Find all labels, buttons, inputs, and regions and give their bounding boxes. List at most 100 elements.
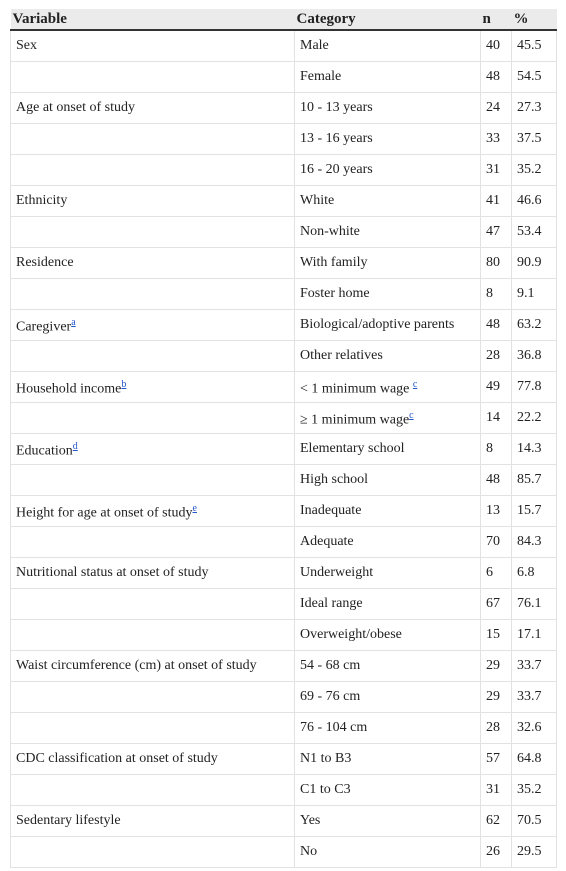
percent-cell-text: 77.8 (517, 379, 542, 394)
percent-cell: 29.5 (511, 836, 557, 868)
category-cell-text: No (300, 844, 318, 859)
percent-cell: 35.2 (511, 154, 557, 186)
category-cell-text: Non-white (300, 224, 360, 239)
percent-cell-text: 36.8 (517, 348, 542, 363)
footnote-marker: b (121, 377, 126, 390)
header-cell: Variable (10, 9, 295, 31)
category-cell-text: Inadequate (300, 503, 362, 518)
table-row: High school 48 85.7 (10, 464, 557, 496)
footnote-link[interactable]: c (412, 378, 418, 390)
table-row: 69 - 76 cm 29 33.7 (10, 681, 557, 713)
percent-cell-text: 45.5 (517, 38, 542, 53)
table-row: Caregivera Biological/adoptive parents 48 6… (10, 309, 557, 341)
percent-cell-text: 15.7 (517, 503, 542, 518)
percent-cell-text: 76.1 (517, 596, 542, 611)
percent-cell-text: 22.2 (517, 410, 542, 425)
table-row: 16 - 20 years 31 35.2 (10, 154, 557, 186)
category-cell-text: Adequate (300, 534, 354, 549)
percent-cell: 45.5 (511, 29, 557, 62)
category-cell-text: With family (300, 255, 368, 270)
category-cell: Other relatives (294, 340, 481, 372)
percent-cell-text: 14.3 (517, 441, 542, 456)
percent-cell: 22.2 (511, 402, 557, 434)
percent-cell-text: 90.9 (517, 255, 542, 270)
n-cell: 8 (480, 433, 512, 465)
n-cell-text: 31 (486, 782, 500, 797)
table-row: Ethnicity White 41 46.6 (10, 185, 557, 217)
variable-cell (10, 402, 295, 434)
footnote-link[interactable]: a (71, 316, 76, 328)
category-cell: Biological/adoptive parents (294, 309, 481, 341)
table-row: Household incomeb < 1 minimum wage c 49 77.… (10, 371, 557, 403)
variable-cell: Age at onset of study (10, 92, 295, 124)
category-cell-text: 10 - 13 years (300, 100, 373, 115)
variable-cell (10, 681, 295, 713)
footnote-marker: e (193, 501, 197, 514)
table-row: 76 - 104 cm 28 32.6 (10, 712, 557, 744)
n-cell-text: 70 (486, 534, 500, 549)
variable-cell-text: Sedentary lifestyle (16, 813, 121, 828)
percent-cell: 32.6 (511, 712, 557, 744)
category-cell-text: 76 - 104 cm (300, 720, 368, 735)
footnote-link[interactable]: c (409, 409, 414, 421)
percent-cell-text: 46.6 (517, 193, 542, 208)
category-cell-text: Female (300, 69, 342, 84)
n-cell-text: 40 (486, 38, 500, 53)
category-cell: ≥ 1 minimum wagec (294, 402, 481, 434)
category-cell: Foster home (294, 278, 481, 310)
percent-cell-text: 27.3 (517, 100, 542, 115)
table-row: Overweight/obese 15 17.1 (10, 619, 557, 651)
n-cell-text: 29 (486, 658, 500, 673)
footnote-link[interactable]: d (72, 440, 78, 452)
percent-cell: 63.2 (511, 309, 557, 341)
variable-cell: Height for age at onset of studye (10, 495, 295, 527)
table-row: Sedentary lifestyle Yes 62 70.5 (10, 805, 557, 837)
n-cell: 28 (480, 340, 512, 372)
percent-cell-text: 9.1 (517, 286, 535, 301)
footnote-marker: c (409, 408, 413, 421)
category-cell: 13 - 16 years (294, 123, 481, 155)
category-cell: C1 to C3 (294, 774, 481, 806)
table-row: 13 - 16 years 33 37.5 (10, 123, 557, 155)
variable-cell (10, 464, 295, 496)
variable-cell-text: CDC classification at onset of study (16, 751, 218, 766)
n-cell-text: 29 (486, 689, 500, 704)
percent-cell-text: 85.7 (517, 472, 542, 487)
category-cell: Yes (294, 805, 481, 837)
percent-cell-text: 33.7 (517, 658, 542, 673)
footnote-link[interactable]: e (192, 502, 197, 514)
variable-cell: Nutritional status at onset of study (10, 557, 295, 589)
percent-cell: 90.9 (511, 247, 557, 279)
percent-cell: 15.7 (511, 495, 557, 527)
table-row: No 26 29.5 (10, 836, 557, 868)
n-cell: 26 (480, 836, 512, 868)
category-cell-text: < 1 minimum wage (300, 381, 413, 397)
footnote-marker: d (73, 439, 78, 452)
n-cell-text: 28 (486, 720, 500, 735)
variable-cell (10, 774, 295, 806)
percent-cell-text: 54.5 (517, 69, 542, 84)
percent-cell: 9.1 (511, 278, 557, 310)
footnote-link[interactable]: b (121, 378, 127, 390)
percent-cell-text: 33.7 (517, 689, 542, 704)
percent-cell: 35.2 (511, 774, 557, 806)
category-cell-text: Other relatives (300, 348, 383, 363)
category-cell-text: 54 - 68 cm (300, 658, 361, 673)
n-cell-text: 6 (486, 565, 493, 580)
variable-cell-text: Household income (16, 381, 122, 397)
category-cell: 16 - 20 years (294, 154, 481, 186)
variable-cell-text: Nutritional status at onset of study (16, 565, 209, 580)
n-cell: 14 (480, 402, 512, 434)
variable-cell-text: Waist circumference (cm) at onset of stu… (16, 658, 257, 673)
header-cell: n (480, 9, 512, 31)
variable-cell (10, 123, 295, 155)
category-cell: N1 to B3 (294, 743, 481, 775)
category-cell: Overweight/obese (294, 619, 481, 651)
n-cell: 8 (480, 278, 512, 310)
percent-cell-text: 37.5 (517, 131, 542, 146)
variable-cell (10, 619, 295, 651)
n-cell: 24 (480, 92, 512, 124)
table-row: Female 48 54.5 (10, 61, 557, 93)
variable-cell (10, 340, 295, 372)
n-cell-text: 31 (486, 162, 500, 177)
